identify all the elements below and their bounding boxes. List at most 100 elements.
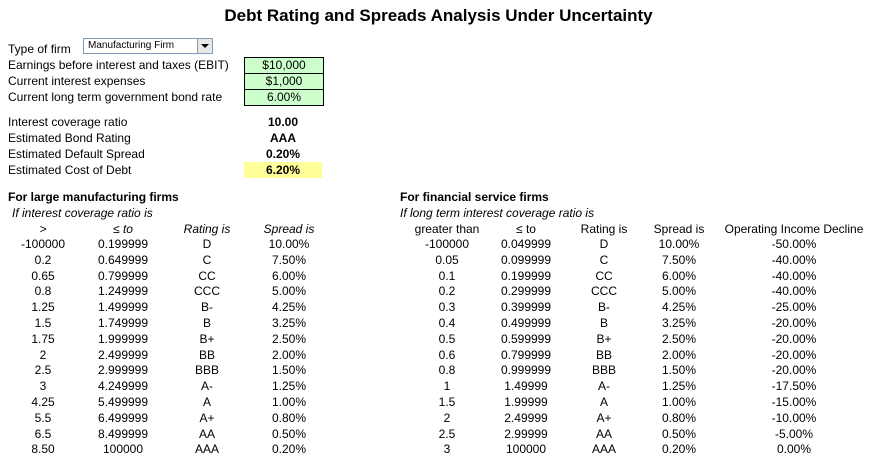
table-cell[interactable]: 0.6 <box>438 347 456 362</box>
table-cell[interactable]: 1.50% <box>271 363 307 378</box>
table-cell[interactable]: 0.2 <box>438 284 456 299</box>
table-cell[interactable]: 0.2 <box>34 252 52 267</box>
table-cell[interactable]: A+ <box>596 410 612 425</box>
table-cell[interactable]: 5.499999 <box>97 394 149 409</box>
table-cell[interactable]: 0.8 <box>438 363 456 378</box>
table-cell[interactable]: 1.749999 <box>97 315 149 330</box>
table-cell[interactable]: 2.999999 <box>97 363 149 378</box>
table-cell[interactable]: -15.00% <box>771 394 817 409</box>
table-cell[interactable]: 7.50% <box>271 252 307 267</box>
table-cell[interactable]: B <box>599 315 608 330</box>
table-cell[interactable]: 1.00% <box>661 394 697 409</box>
table-cell[interactable]: 1.50% <box>661 363 697 378</box>
table-cell[interactable]: 1.75 <box>31 331 55 346</box>
table-cell[interactable]: 2.99999 <box>504 426 548 441</box>
table-cell[interactable]: B- <box>598 300 610 315</box>
table-cell[interactable]: 3.25% <box>271 315 307 330</box>
table-cell[interactable]: CC <box>198 268 216 283</box>
table-cell[interactable]: -50.00% <box>771 237 817 251</box>
table-cell[interactable]: AAA <box>194 442 219 457</box>
table-cell[interactable]: AA <box>595 426 612 441</box>
table-cell[interactable]: AA <box>198 426 215 441</box>
table-cell[interactable]: 2.00% <box>661 347 697 362</box>
table-cell[interactable]: 7.50% <box>661 252 697 267</box>
ebit-input[interactable]: $10,000 <box>244 57 324 74</box>
table-cell[interactable]: 0.20% <box>271 442 307 457</box>
table-cell[interactable]: -25.00% <box>771 300 817 315</box>
table-cell[interactable]: B- <box>201 300 213 315</box>
table-cell[interactable]: BB <box>198 347 215 362</box>
table-cell[interactable]: CCC <box>194 284 220 299</box>
table-cell[interactable]: 0.999999 <box>500 363 552 378</box>
table-cell[interactable]: 0.799999 <box>500 347 552 362</box>
table-cell[interactable]: CCC <box>591 284 617 299</box>
table-cell[interactable]: 0.049999 <box>500 237 552 251</box>
table-cell[interactable]: 3.25% <box>661 315 697 330</box>
table-cell[interactable]: 5.00% <box>271 284 307 299</box>
table-cell[interactable]: 6.00% <box>661 268 697 283</box>
table-cell[interactable]: BBB <box>194 363 219 378</box>
table-cell[interactable]: 2.49999 <box>504 410 548 425</box>
table-cell[interactable]: 6.00% <box>271 268 307 283</box>
table-cell[interactable]: 0.3 <box>438 300 456 315</box>
table-cell[interactable]: 0.799999 <box>97 268 149 283</box>
table-cell[interactable]: 0.099999 <box>500 252 552 267</box>
table-cell[interactable]: 0.05 <box>435 252 459 267</box>
table-cell[interactable]: B+ <box>199 331 215 346</box>
table-cell[interactable]: 0.00% <box>776 442 812 457</box>
table-cell[interactable]: 0.20% <box>661 442 697 457</box>
table-cell[interactable]: 0.199999 <box>97 237 149 251</box>
table-cell[interactable]: -20.00% <box>771 363 817 378</box>
table-cell[interactable]: 1.249999 <box>97 284 149 299</box>
table-cell[interactable]: C <box>202 252 212 267</box>
table-cell[interactable]: 0.649999 <box>97 252 149 267</box>
table-cell[interactable]: -20.00% <box>771 315 817 330</box>
table-cell[interactable]: 10.00% <box>268 237 310 251</box>
table-cell[interactable]: 0.199999 <box>500 268 552 283</box>
table-cell[interactable]: AAA <box>591 442 616 457</box>
table-cell[interactable]: B <box>202 315 211 330</box>
table-cell[interactable]: 1.25% <box>661 379 697 394</box>
table-cell[interactable]: -40.00% <box>771 252 817 267</box>
table-cell[interactable]: 1.25% <box>271 379 307 394</box>
interest-input[interactable]: $1,000 <box>244 73 324 90</box>
table-cell[interactable]: 0.65 <box>31 268 55 283</box>
table-cell[interactable]: -5.00% <box>774 426 814 441</box>
table-cell[interactable]: 1.999999 <box>97 331 149 346</box>
table-cell[interactable]: -17.50% <box>771 379 817 394</box>
table-cell[interactable]: D <box>599 237 609 251</box>
table-cell[interactable]: 6.499999 <box>97 410 149 425</box>
table-cell[interactable]: A- <box>598 379 610 394</box>
bond-rate-input[interactable]: 6.00% <box>244 89 324 106</box>
table-cell[interactable]: BB <box>595 347 612 362</box>
table-cell[interactable]: -40.00% <box>771 268 817 283</box>
table-cell[interactable]: 1.5 <box>34 315 52 330</box>
table-cell[interactable]: A <box>202 394 211 409</box>
table-cell[interactable]: 2.50% <box>661 331 697 346</box>
table-cell[interactable]: 0.1 <box>438 268 456 283</box>
table-cell[interactable]: -10.00% <box>771 410 817 425</box>
table-cell[interactable]: A <box>599 394 608 409</box>
table-cell[interactable]: 0.499999 <box>500 315 552 330</box>
table-cell[interactable]: 2 <box>443 410 451 425</box>
table-cell[interactable]: 4.25% <box>271 300 307 315</box>
table-cell[interactable]: 2.50% <box>271 331 307 346</box>
table-cell[interactable]: 0.50% <box>661 426 697 441</box>
table-cell[interactable]: 8.50 <box>31 442 55 457</box>
table-cell[interactable]: 1.499999 <box>97 300 149 315</box>
table-cell[interactable]: 3 <box>443 442 451 457</box>
table-cell[interactable]: 4.25 <box>31 394 55 409</box>
table-cell[interactable]: 1.5 <box>438 394 456 409</box>
table-cell[interactable]: 0.599999 <box>500 331 552 346</box>
table-cell[interactable]: 10.00% <box>658 237 700 251</box>
table-cell[interactable]: 2.5 <box>438 426 456 441</box>
firm-type-dropdown[interactable]: Manufacturing Firm <box>83 38 213 54</box>
table-cell[interactable]: -100000 <box>20 237 66 251</box>
chevron-down-icon[interactable] <box>197 39 212 53</box>
table-cell[interactable]: A+ <box>199 410 215 425</box>
table-cell[interactable]: 1.99999 <box>504 394 548 409</box>
table-cell[interactable]: 2.00% <box>271 347 307 362</box>
table-cell[interactable]: 1.49999 <box>504 379 548 394</box>
table-cell[interactable]: 1.00% <box>271 394 307 409</box>
table-cell[interactable]: 100000 <box>505 442 547 457</box>
